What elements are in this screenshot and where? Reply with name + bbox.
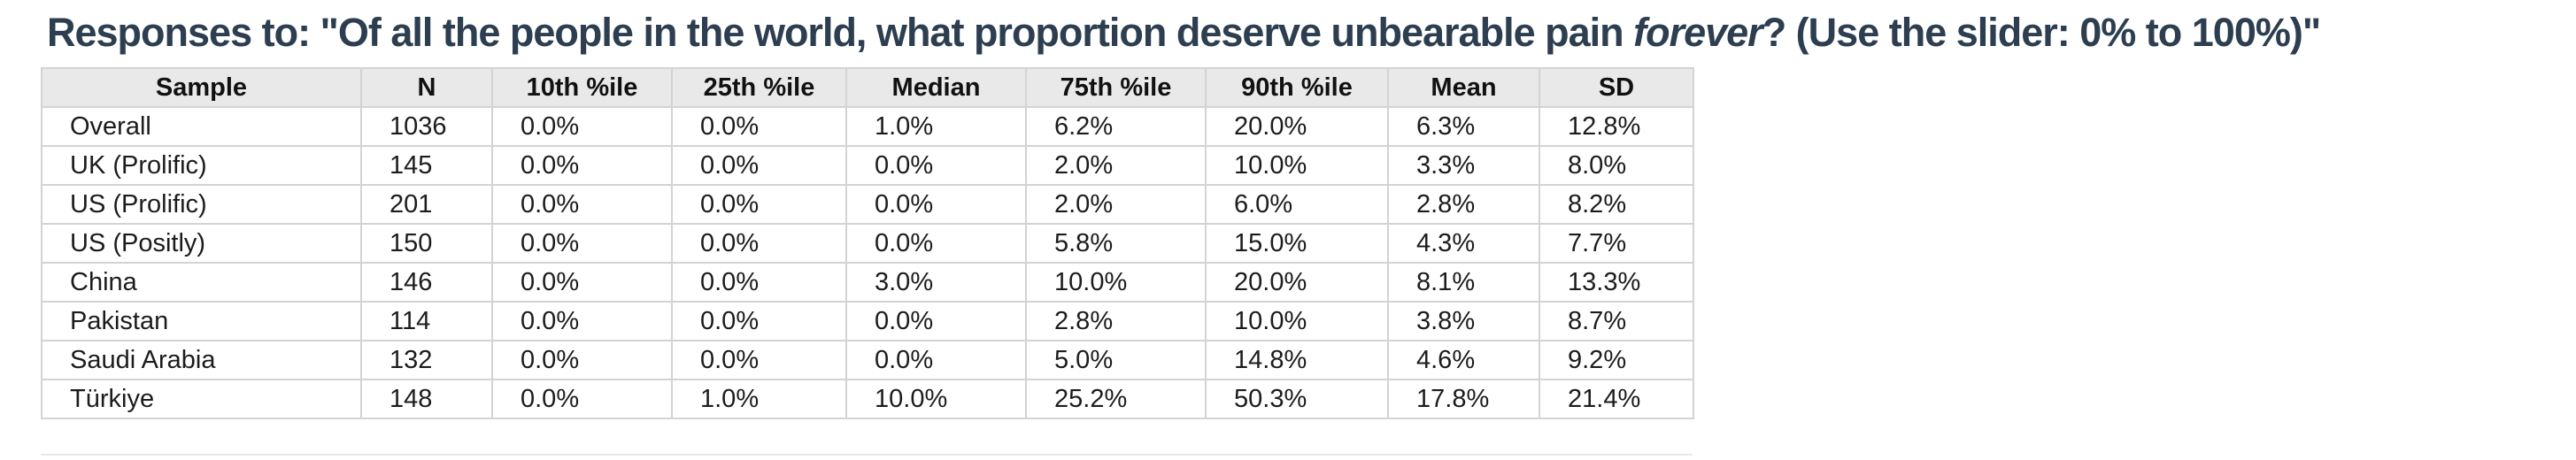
sample-cell: China [41, 262, 362, 303]
sample-cell: Overall [41, 106, 362, 147]
value-cell: 132 [360, 340, 493, 380]
title-suffix: ? (Use the slider: 0% to 100%)" [1762, 10, 2322, 55]
value-cell: 0.0% [491, 301, 673, 341]
value-cell: 0.0% [491, 223, 673, 264]
value-cell: 10.0% [1205, 301, 1389, 341]
value-cell: 3.8% [1387, 301, 1540, 341]
column-header: 90th %ile [1205, 67, 1389, 108]
value-cell: 17.8% [1387, 379, 1540, 419]
value-cell: 1036 [360, 106, 493, 147]
value-cell: 0.0% [671, 301, 847, 341]
sample-cell: Saudi Arabia [41, 340, 362, 380]
value-cell: 5.8% [1025, 223, 1207, 264]
sample-cell: Pakistan [41, 301, 362, 341]
value-cell: 0.0% [491, 145, 673, 186]
value-cell: 0.0% [845, 223, 1027, 264]
value-cell: 1.0% [845, 106, 1027, 147]
table-body: Overall 1036 0.0% 0.0% 1.0% 6.2% 20.0% 6.3% 12.8… [41, 106, 1694, 419]
value-cell: 0.0% [845, 145, 1027, 186]
value-cell: 0.0% [671, 106, 847, 147]
value-cell: 4.3% [1387, 223, 1540, 264]
value-cell: 0.0% [491, 379, 673, 419]
table-row: US (Positly) 150 0.0% 0.0% 0.0% 5.8% 15.0% 4.3%… [41, 223, 1694, 264]
value-cell: 7.7% [1539, 223, 1694, 264]
value-cell: 15.0% [1205, 223, 1389, 264]
value-cell: 146 [360, 262, 493, 303]
value-cell: 0.0% [845, 184, 1027, 225]
value-cell: 9.2% [1539, 340, 1694, 380]
title-italic-word: forever [1633, 10, 1763, 55]
value-cell: 10.0% [1205, 145, 1389, 186]
table-row: Pakistan 114 0.0% 0.0% 0.0% 2.8% 10.0% 3.8% 8.7% [41, 301, 1694, 341]
value-cell: 20.0% [1205, 262, 1389, 303]
value-cell: 2.8% [1025, 301, 1207, 341]
value-cell: 6.0% [1205, 184, 1389, 225]
table-row: UK (Prolific) 145 0.0% 0.0% 0.0% 2.0% 10.0% 3.3… [41, 145, 1694, 186]
value-cell: 21.4% [1539, 379, 1694, 419]
value-cell: 0.0% [671, 340, 847, 380]
value-cell: 2.0% [1025, 184, 1207, 225]
column-header: Sample [41, 67, 362, 108]
value-cell: 4.6% [1387, 340, 1540, 380]
table-row: Türkiye 148 0.0% 1.0% 10.0% 25.2% 50.3% 17.8% 21… [41, 379, 1694, 419]
value-cell: 5.0% [1025, 340, 1207, 380]
value-cell: 0.0% [671, 223, 847, 264]
value-cell: 13.3% [1539, 262, 1694, 303]
value-cell: 150 [360, 223, 493, 264]
value-cell: 12.8% [1539, 106, 1694, 147]
value-cell: 0.0% [671, 145, 847, 186]
value-cell: 0.0% [845, 301, 1027, 341]
table-row: China 146 0.0% 0.0% 3.0% 10.0% 20.0% 8.1% 13.3% [41, 262, 1694, 303]
value-cell: 0.0% [845, 340, 1027, 380]
value-cell: 6.2% [1025, 106, 1207, 147]
table-bottom-shadow [41, 454, 1693, 456]
value-cell: 0.0% [671, 184, 847, 225]
value-cell: 201 [360, 184, 493, 225]
column-header: 25th %ile [671, 67, 847, 108]
table-row: Overall 1036 0.0% 0.0% 1.0% 6.2% 20.0% 6.3% 12.8… [41, 106, 1694, 147]
table-row: US (Prolific) 201 0.0% 0.0% 0.0% 2.0% 6.0% 2.8%… [41, 184, 1694, 225]
value-cell: 8.1% [1387, 262, 1540, 303]
column-header: 10th %ile [491, 67, 673, 108]
value-cell: 14.8% [1205, 340, 1389, 380]
stats-table: Sample N 10th %ile 25th %ile Median 75th %ile… [41, 67, 1694, 419]
value-cell: 10.0% [1025, 262, 1207, 303]
sample-cell: US (Prolific) [41, 184, 362, 225]
column-header: Mean [1387, 67, 1540, 108]
value-cell: 148 [360, 379, 493, 419]
value-cell: 3.3% [1387, 145, 1540, 186]
table-row: Saudi Arabia 132 0.0% 0.0% 0.0% 5.0% 14.8% 4.6%… [41, 340, 1694, 380]
column-header: SD [1539, 67, 1694, 108]
value-cell: 145 [360, 145, 493, 186]
value-cell: 0.0% [671, 262, 847, 303]
value-cell: 0.0% [491, 106, 673, 147]
table-header: Sample N 10th %ile 25th %ile Median 75th %ile… [41, 67, 1694, 108]
value-cell: 20.0% [1205, 106, 1389, 147]
value-cell: 1.0% [671, 379, 847, 419]
value-cell: 2.0% [1025, 145, 1207, 186]
value-cell: 114 [360, 301, 493, 341]
value-cell: 25.2% [1025, 379, 1207, 419]
value-cell: 8.2% [1539, 184, 1694, 225]
title-prefix: Responses to: "Of all the people in the … [47, 10, 1634, 55]
value-cell: 8.0% [1539, 145, 1694, 186]
page-title: Responses to: "Of all the people in the … [47, 5, 2322, 60]
sample-cell: Türkiye [41, 379, 362, 419]
column-header: 75th %ile [1025, 67, 1207, 108]
value-cell: 0.0% [491, 340, 673, 380]
value-cell: 50.3% [1205, 379, 1389, 419]
value-cell: 0.0% [491, 184, 673, 225]
value-cell: 8.7% [1539, 301, 1694, 341]
value-cell: 10.0% [845, 379, 1027, 419]
sample-cell: US (Positly) [41, 223, 362, 264]
column-header: N [360, 67, 493, 108]
value-cell: 3.0% [845, 262, 1027, 303]
value-cell: 2.8% [1387, 184, 1540, 225]
value-cell: 0.0% [491, 262, 673, 303]
value-cell: 6.3% [1387, 106, 1540, 147]
sample-cell: UK (Prolific) [41, 145, 362, 186]
table-header-row: Sample N 10th %ile 25th %ile Median 75th %ile… [41, 67, 1694, 108]
column-header: Median [845, 67, 1027, 108]
